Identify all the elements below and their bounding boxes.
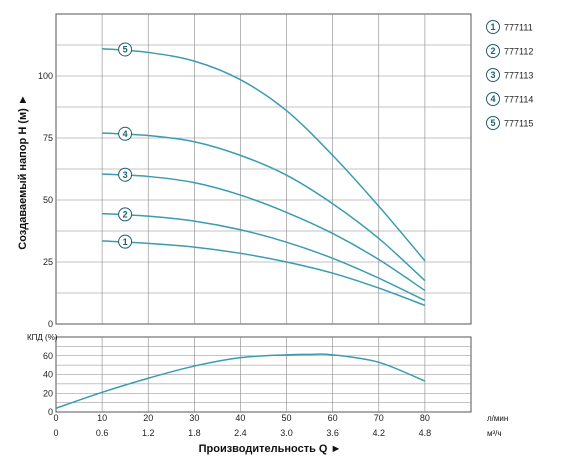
efficiency-tick-label: 40 — [43, 370, 53, 380]
legend-item-2: 777112 — [504, 47, 533, 57]
efficiency-tick-label: 60 — [43, 351, 53, 361]
efficiency-curve — [55, 353, 426, 409]
efficiency-tick-label: 0 — [48, 407, 53, 417]
legend-marker-3 — [486, 68, 500, 82]
head-chart-ticks: 0 25 50 75 100 — [38, 71, 53, 329]
flow-tick-lmin: 60 — [328, 413, 338, 423]
flow-unit-m3h: м³/ч — [487, 429, 502, 438]
flow-tick-lmin: 40 — [235, 413, 245, 423]
flow-tick-m3h: 1.8 — [188, 428, 201, 438]
head-curve-4 — [102, 132, 426, 282]
legend-marker-label-3: 3 — [490, 70, 495, 80]
curve-marker-4 — [118, 126, 133, 141]
flow-tick-lmin: 20 — [143, 413, 153, 423]
head-tick-label: 100 — [38, 71, 53, 81]
flow-tick-m3h: 2.4 — [234, 428, 247, 438]
curve-marker-label-1: 1 — [123, 237, 128, 247]
flow-tick-m3h: 0 — [53, 428, 58, 438]
legend-item-5: 777115 — [504, 119, 533, 129]
legend-marker-5 — [486, 116, 500, 130]
flow-tick-m3h: 3.0 — [280, 428, 293, 438]
head-curve-1 — [102, 240, 426, 307]
legend-marker-2 — [486, 44, 500, 58]
efficiency-tick-label: 20 — [43, 388, 53, 398]
efficiency-curves — [55, 353, 426, 409]
flow-tick-lmin: 0 — [53, 413, 58, 423]
efficiency-axis-label: КПД (%) — [27, 333, 58, 342]
legend-item-3: 777113 — [504, 71, 533, 81]
legend: 1 777111 2 777112 3 777113 4 777114 5 777115 — [486, 20, 533, 130]
curve-marker-label-2: 2 — [123, 210, 128, 220]
flow-tick-lmin: 30 — [189, 413, 199, 423]
flow-tick-m3h: 4.2 — [373, 428, 386, 438]
legend-marker-label-2: 2 — [490, 46, 495, 56]
head-tick-label: 50 — [43, 195, 53, 205]
legend-marker-label-4: 4 — [490, 94, 495, 104]
curve-marker-1 — [118, 234, 133, 249]
efficiency-chart-grid — [55, 336, 472, 413]
efficiency-chart-ticks: 0 20 40 60 0 10 20 30 40 50 60 70 80 0 0.6 1.2 1.8 2.4 3.0… — [43, 351, 431, 438]
head-curve-2 — [102, 212, 426, 302]
curve-marker-label-4: 4 — [123, 129, 128, 139]
flow-tick-lmin: 70 — [374, 413, 384, 423]
legend-marker-label-1: 1 — [490, 22, 495, 32]
head-chart-grid — [55, 13, 472, 325]
head-tick-label: 25 — [43, 257, 53, 267]
legend-item-4: 777114 — [504, 95, 533, 105]
flow-tick-m3h: 4.8 — [419, 428, 432, 438]
legend-marker-label-5: 5 — [490, 118, 495, 128]
flow-unit-lmin: л/мин — [487, 414, 508, 423]
head-tick-label: 75 — [43, 133, 53, 143]
curve-marker-2 — [118, 207, 133, 222]
flow-tick-m3h: 3.6 — [326, 428, 339, 438]
flow-tick-lmin: 10 — [97, 413, 107, 423]
head-curves: 1 2 3 4 5 — [102, 42, 426, 307]
legend-marker-4 — [486, 92, 500, 106]
head-curve-3 — [102, 173, 426, 292]
legend-marker-1 — [486, 20, 500, 34]
legend-item-1: 777111 — [504, 23, 533, 33]
head-axis-label: Создаваемый напор H (м) ► — [17, 94, 29, 249]
curve-marker-label-3: 3 — [123, 170, 128, 180]
curve-marker-5 — [118, 42, 133, 57]
head-curve-5 — [102, 47, 426, 262]
curve-marker-label-5: 5 — [123, 45, 128, 55]
curve-marker-3 — [118, 167, 133, 182]
flow-tick-lmin: 80 — [420, 413, 430, 423]
head-tick-label: 0 — [48, 319, 53, 329]
flow-tick-lmin: 50 — [282, 413, 292, 423]
flow-tick-m3h: 0.6 — [96, 428, 109, 438]
flow-axis-label: Производительность Q ► — [199, 443, 342, 455]
flow-tick-m3h: 1.2 — [142, 428, 155, 438]
